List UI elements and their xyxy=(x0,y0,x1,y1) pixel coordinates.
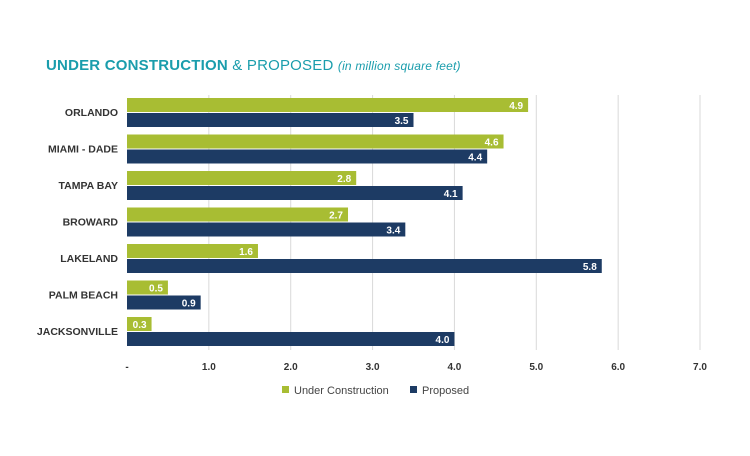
x-tick-label: 4.0 xyxy=(447,362,461,373)
bar xyxy=(127,317,152,331)
bar-value-label: 4.0 xyxy=(436,335,450,346)
chart-title-light: & PROPOSED xyxy=(227,57,334,74)
bar-value-label: 3.4 xyxy=(386,226,400,237)
chart-title: UNDER CONSTRUCTION & PROPOSED (in millio… xyxy=(46,57,461,74)
bar xyxy=(127,207,349,222)
bar-value-label: 4.9 xyxy=(509,101,523,112)
bar-value-label: 0.5 xyxy=(149,284,163,295)
bar xyxy=(127,113,414,127)
bar-value-label: 0.3 xyxy=(133,320,147,331)
category-label: MIAMI - DADE xyxy=(48,144,118,156)
bar-value-label: 5.8 xyxy=(583,262,597,273)
bar-value-label: 1.6 xyxy=(239,247,253,258)
legend-label: Under Construction xyxy=(294,385,389,397)
chart-title-units: (in million square feet) xyxy=(337,59,461,73)
bar-value-label: 4.6 xyxy=(485,138,499,149)
bar xyxy=(127,149,488,164)
legend-swatch xyxy=(410,386,417,393)
x-tick-label: 1.0 xyxy=(202,362,216,373)
x-tick-label: 2.0 xyxy=(284,362,298,373)
bar xyxy=(127,222,406,237)
bar-value-label: 4.4 xyxy=(468,153,482,164)
category-label: ORLANDO xyxy=(65,107,118,119)
category-label: PALM BEACH xyxy=(49,290,118,302)
chart-title-bold: UNDER CONSTRUCTION xyxy=(46,57,228,74)
category-label: LAKELAND xyxy=(60,253,118,265)
bar xyxy=(127,280,168,295)
bar-value-label: 2.8 xyxy=(337,174,351,185)
bar-value-label: 3.5 xyxy=(395,116,409,127)
bar xyxy=(127,134,504,149)
x-tick-label: 3.0 xyxy=(366,362,380,373)
bar xyxy=(127,98,529,112)
category-label: TAMPA BAY xyxy=(58,180,118,192)
legend-swatch xyxy=(282,386,289,393)
bar xyxy=(127,171,357,185)
bar xyxy=(127,332,455,346)
bar xyxy=(127,295,201,310)
x-tick-label: 5.0 xyxy=(529,362,543,373)
x-tick-label: 6.0 xyxy=(611,362,625,373)
x-tick-label: 7.0 xyxy=(693,362,707,373)
category-label: JACKSONVILLE xyxy=(37,326,118,338)
bar-value-label: 4.1 xyxy=(444,189,458,200)
category-label: BROWARD xyxy=(63,217,119,229)
bar xyxy=(127,244,258,258)
bar xyxy=(127,186,463,200)
bar-value-label: 0.9 xyxy=(182,299,196,310)
bar-value-label: 2.7 xyxy=(329,211,343,222)
legend-label: Proposed xyxy=(422,385,469,397)
bar xyxy=(127,259,602,273)
x-tick-label: - xyxy=(125,362,128,373)
